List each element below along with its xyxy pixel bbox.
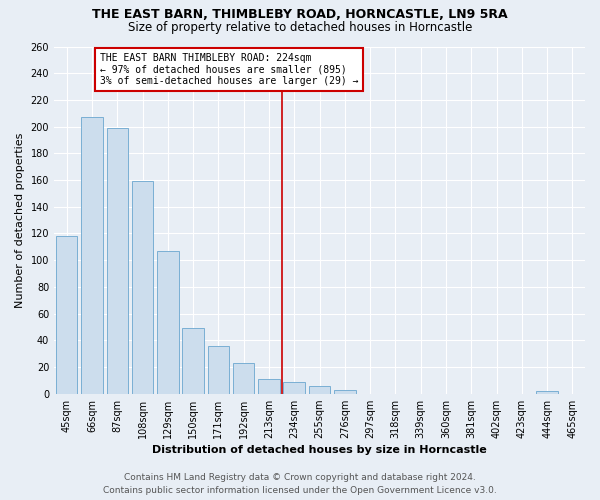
Bar	[182, 328, 204, 394]
Bar	[258, 379, 280, 394]
Bar	[283, 382, 305, 394]
Text: THE EAST BARN THIMBLEBY ROAD: 224sqm
← 97% of detached houses are smaller (895)
: THE EAST BARN THIMBLEBY ROAD: 224sqm ← 9…	[100, 53, 358, 86]
Bar	[309, 386, 330, 394]
Bar	[107, 128, 128, 394]
Y-axis label: Number of detached properties: Number of detached properties	[15, 132, 25, 308]
Bar	[56, 236, 77, 394]
Text: Contains HM Land Registry data © Crown copyright and database right 2024.
Contai: Contains HM Land Registry data © Crown c…	[103, 473, 497, 495]
Bar	[233, 363, 254, 394]
Bar	[81, 118, 103, 394]
Bar	[132, 182, 153, 394]
X-axis label: Distribution of detached houses by size in Horncastle: Distribution of detached houses by size …	[152, 445, 487, 455]
Text: THE EAST BARN, THIMBLEBY ROAD, HORNCASTLE, LN9 5RA: THE EAST BARN, THIMBLEBY ROAD, HORNCASTL…	[92, 8, 508, 20]
Bar	[536, 391, 558, 394]
Bar	[157, 251, 179, 394]
Text: Size of property relative to detached houses in Horncastle: Size of property relative to detached ho…	[128, 21, 472, 34]
Bar	[208, 346, 229, 394]
Bar	[334, 390, 356, 394]
